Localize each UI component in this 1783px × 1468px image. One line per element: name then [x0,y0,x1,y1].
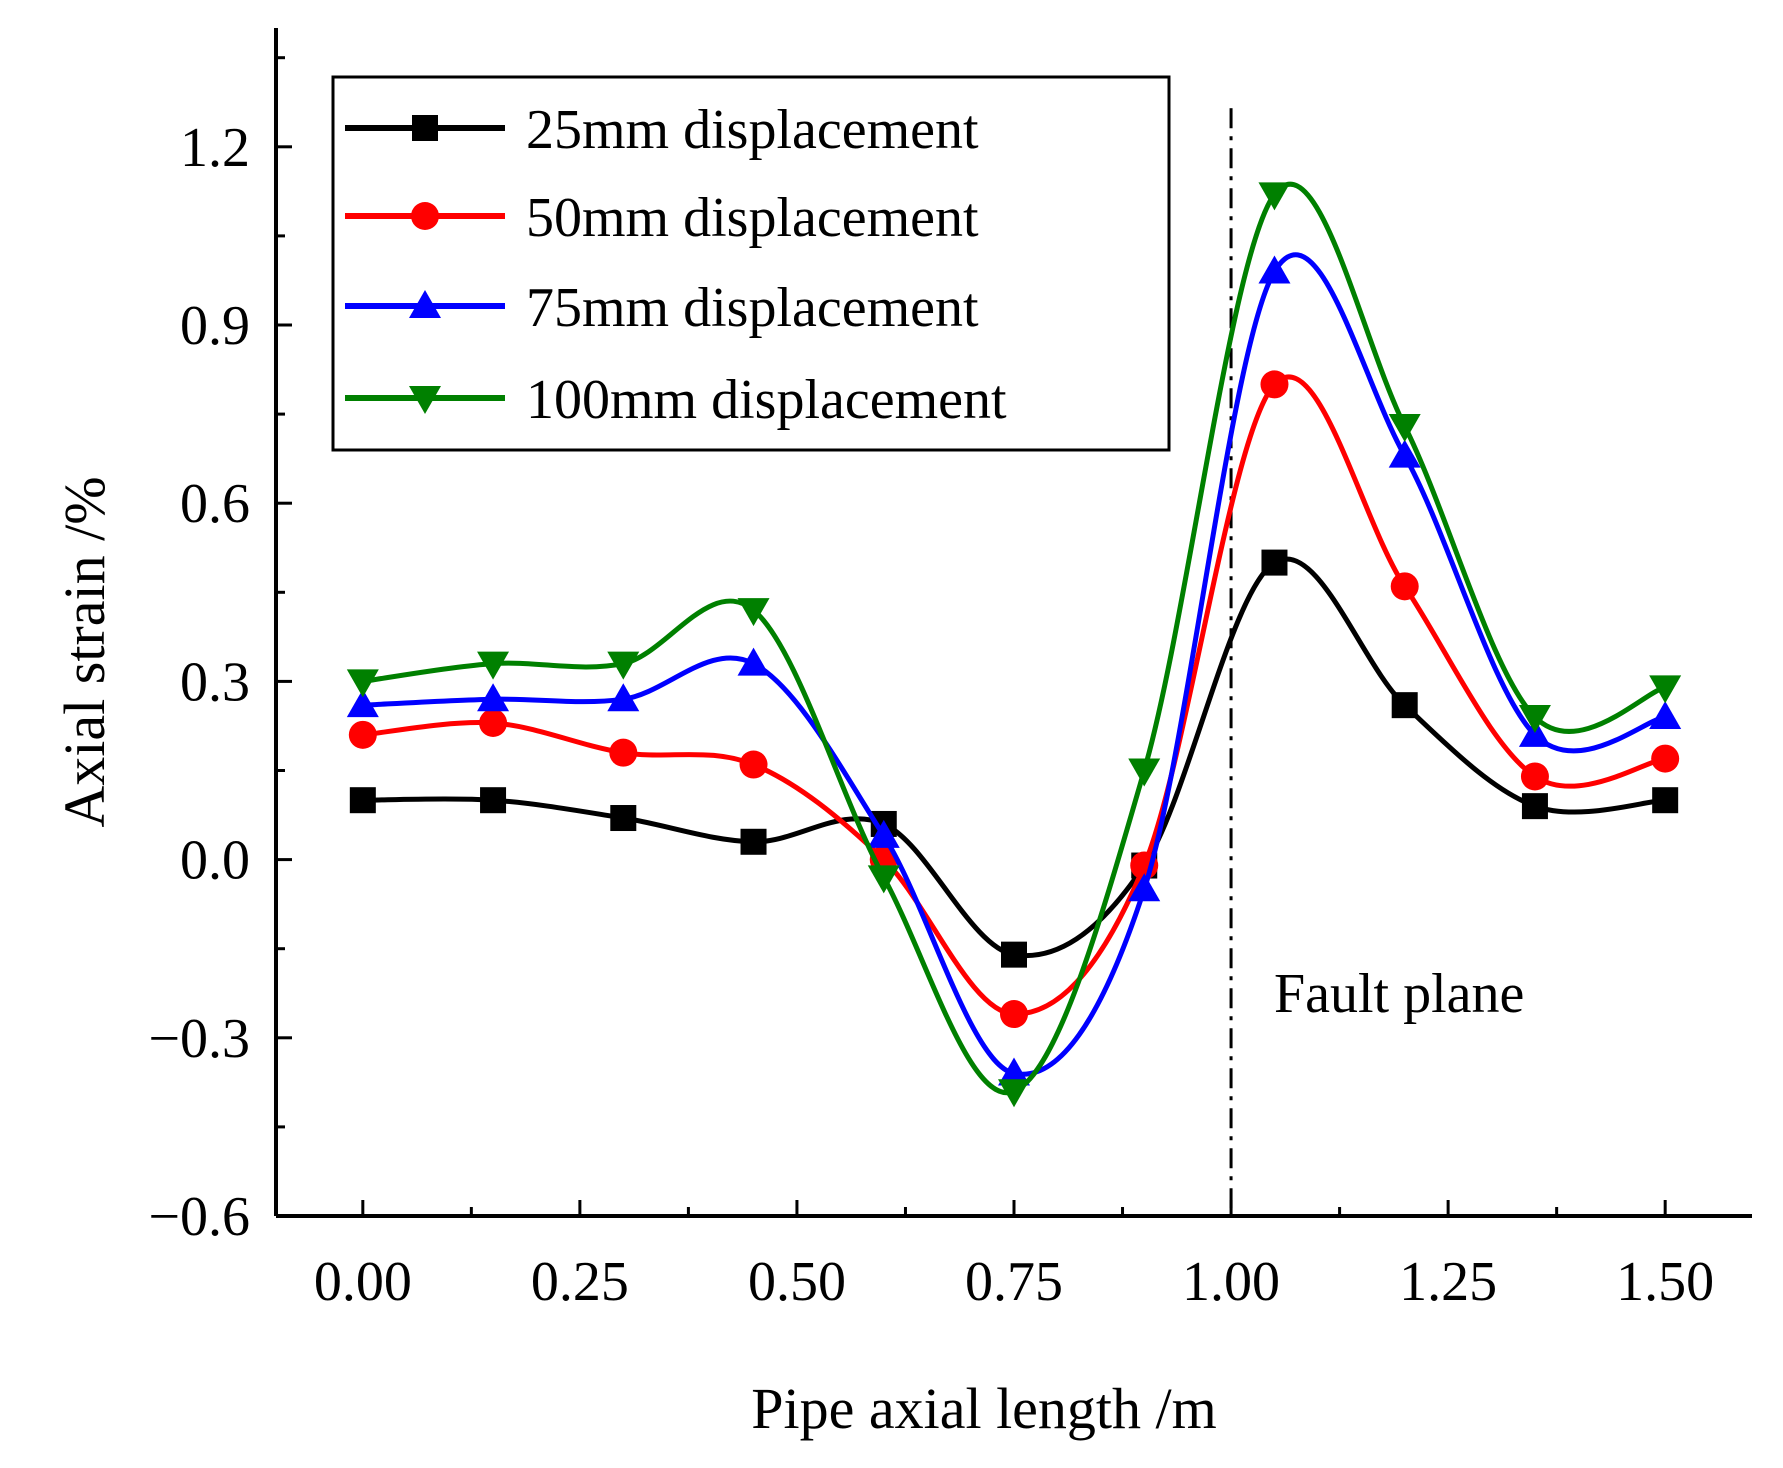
data-point [1258,255,1291,284]
data-point [607,683,640,712]
legend-label: 50mm displacement [526,187,979,249]
data-point [737,647,770,676]
data-point [349,787,376,814]
y-tick-label: 0.6 [180,473,250,535]
data-point [740,828,767,855]
legend-label: 75mm displacement [526,277,979,339]
data-point [1390,572,1419,601]
data-point [737,598,770,627]
data-point [1388,413,1421,442]
data-point [610,805,637,832]
data-point [739,750,768,779]
series-line [362,556,1666,959]
data-point [1391,692,1418,719]
data-point [1128,758,1161,787]
x-tick-label: 1.25 [1399,1251,1497,1313]
x-tick-label: 1.00 [1182,1251,1280,1313]
axes: −0.6 −0.3 0.0 0.3 0.6 0.9 1.2 0.00 0.25 0.50 0.75 1… [52,28,1752,1441]
series-3 [346,252,1682,1086]
data-point [609,738,638,767]
y-tick-label: 0.0 [180,830,250,892]
data-series [346,181,1682,1108]
y-tick-label: 0.3 [180,651,250,713]
legend-marker [412,115,438,141]
fault-plane-annotation: Fault plane [1229,108,1524,1216]
x-tick-label: 1.50 [1616,1251,1714,1313]
legend-label: 100mm displacement [526,369,1007,431]
data-point [477,683,510,712]
data-point [479,708,508,737]
legend-marker [411,202,439,230]
y-tick-label: −0.6 [148,1186,250,1248]
series-line [362,374,1666,1017]
data-point [348,720,377,749]
data-point [1649,675,1682,704]
data-point [1001,941,1027,968]
data-point [607,651,640,680]
data-point [1651,744,1680,773]
data-point [1261,549,1288,576]
data-point [346,669,379,698]
fault-plane-label: Fault plane [1274,963,1524,1025]
data-point [998,1057,1030,1086]
series-4 [346,181,1682,1108]
x-tick-label: 0.50 [748,1251,846,1313]
x-tick-label: 0.25 [531,1251,629,1313]
data-point [477,651,510,680]
data-point [1518,705,1551,734]
series-line [362,181,1667,1096]
data-point [998,1079,1030,1108]
y-tick-label: 1.2 [180,117,250,179]
data-point [1521,793,1548,820]
x-axis-title: Pipe axial length /m [751,1376,1217,1441]
data-point [1652,787,1679,814]
data-point [480,787,507,814]
data-point [1520,762,1549,791]
legend-box [331,75,1171,452]
data-point [1128,873,1161,902]
x-tick-label: 0.00 [314,1251,412,1313]
data-point [1258,182,1291,211]
data-point [1388,439,1421,468]
x-tick-label: 0.75 [965,1251,1063,1313]
y-tick-label: 0.9 [180,295,250,357]
legend-label: 25mm displacement [526,99,979,161]
data-point [346,689,379,718]
data-point [1000,1000,1028,1029]
y-tick-label: −0.3 [148,1008,250,1070]
data-point [1260,370,1289,399]
data-point [867,865,900,894]
data-point [867,819,900,848]
legend-marker [409,386,441,414]
y-axis-title: Axial strain /% [52,476,117,827]
series-line [362,252,1666,1077]
legend-marker [409,290,441,318]
legend: 25mm displacement 50mm displacement 75mm d… [331,75,1171,452]
data-point [1649,701,1682,730]
